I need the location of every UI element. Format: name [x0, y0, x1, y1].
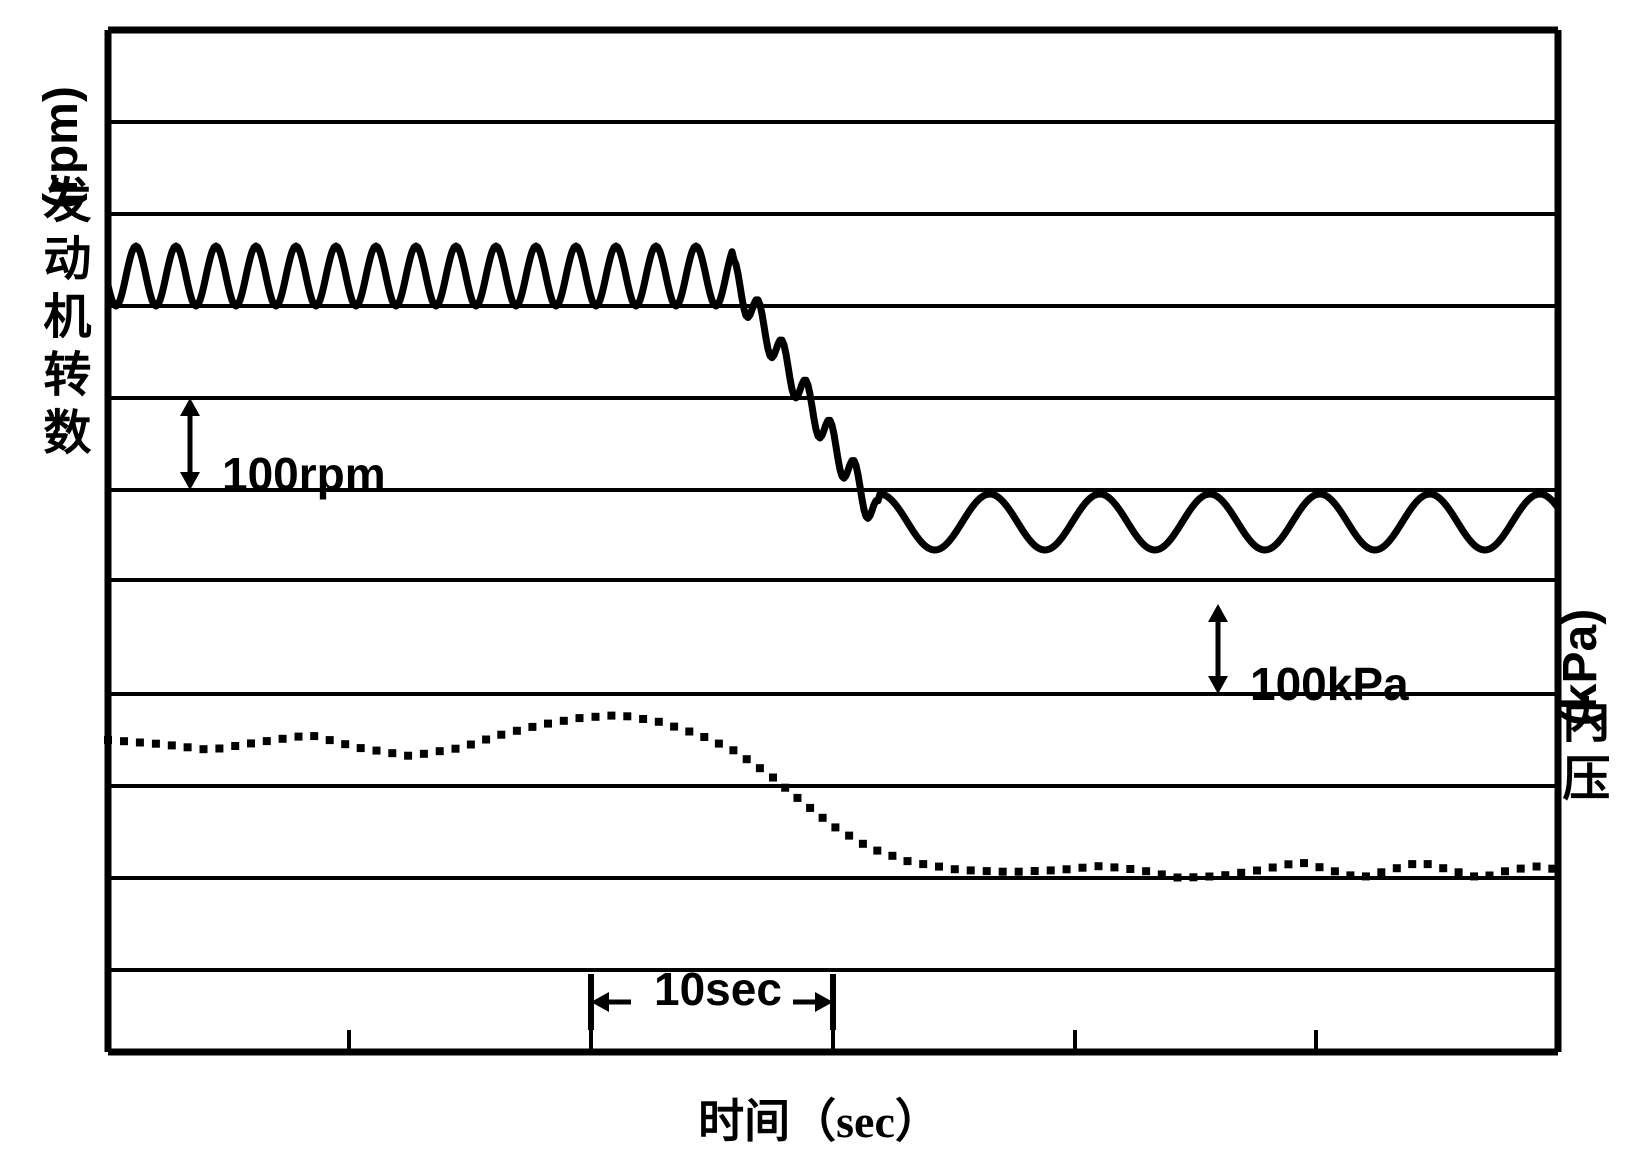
time-scale-annotation: 10sec: [654, 962, 782, 1016]
plot-svg: [0, 0, 1639, 1165]
kpa-scale-annotation: 100kPa: [1250, 657, 1409, 711]
rpm-scale-annotation: 100rpm: [222, 447, 386, 501]
chart-stage: (rpm)发动机转数 (kPa)内压 时间（sec） 100rpm 100kPa…: [0, 0, 1639, 1165]
